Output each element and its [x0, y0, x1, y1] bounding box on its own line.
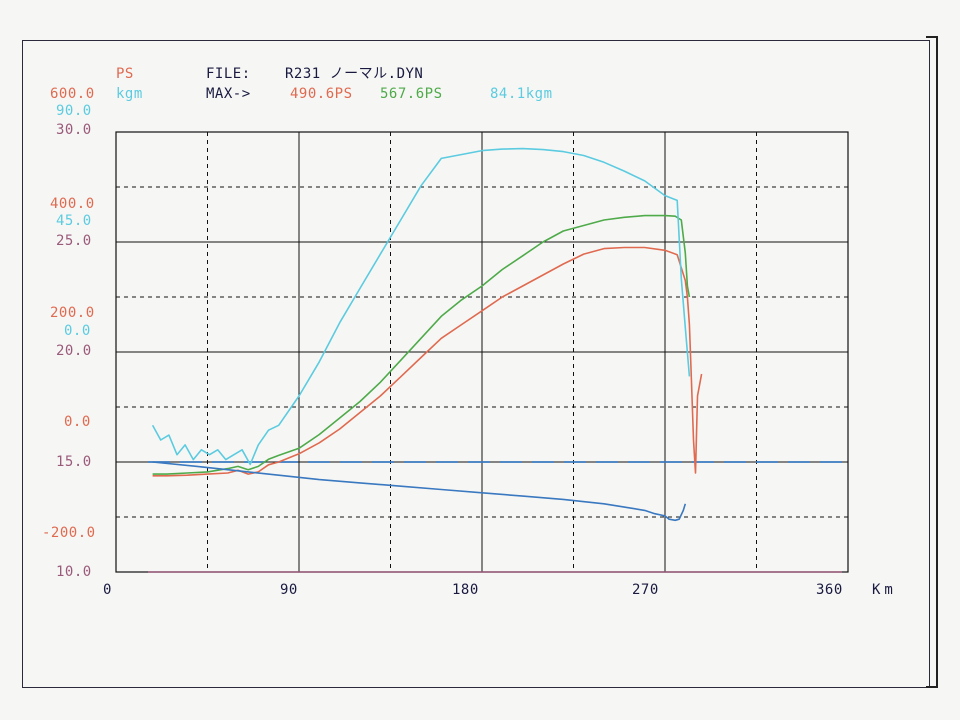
ps-tick-label: 400.0 [50, 196, 95, 212]
afr-tick-label: 15.0 [56, 454, 92, 470]
x-axis-label: Km [872, 582, 897, 598]
afr-tick-label: 20.0 [56, 343, 92, 359]
series-line-kgm [151, 147, 691, 466]
max-ps-value: 490.6PS [290, 86, 353, 102]
ps-unit-label: PS [116, 66, 134, 82]
kgm-unit-label: kgm [116, 86, 143, 102]
ps-tick-label: 200.0 [50, 305, 95, 321]
series-line-ps [152, 246, 703, 477]
bracket-mark [926, 686, 938, 688]
bracket-mark [936, 36, 938, 688]
max-key: MAX-> [206, 86, 251, 102]
x-tick-label: 360 [816, 582, 843, 598]
x-tick-label: 180 [452, 582, 479, 598]
max-kgm-value: 84.1kgm [490, 86, 553, 102]
x-tick-label: 270 [632, 582, 659, 598]
kgm-tick-label: 45.0 [56, 213, 92, 229]
max-ps-green-value: 567.6PS [380, 86, 443, 102]
afr-tick-label: 30.0 [56, 122, 92, 138]
ps-tick-label: 0.0 [64, 414, 91, 430]
afr-tick-label: 25.0 [56, 233, 92, 249]
afr-tick-label: 10.0 [56, 564, 92, 580]
kgm-tick-label: 90.0 [56, 103, 92, 119]
series-line-green [152, 214, 691, 475]
file-key: FILE: [206, 66, 251, 82]
x-tick-label: 90 [280, 582, 298, 598]
series-line-blue [152, 461, 687, 522]
ps-tick-label: 600.0 [50, 86, 95, 102]
x-tick-label: 0 [103, 582, 112, 598]
bracket-mark [926, 36, 938, 38]
kgm-tick-label: 0.0 [64, 323, 91, 339]
paper-frame [22, 40, 930, 688]
ps-tick-label: -200.0 [42, 525, 96, 541]
file-name: R231 ノーマル.DYN [285, 66, 424, 82]
